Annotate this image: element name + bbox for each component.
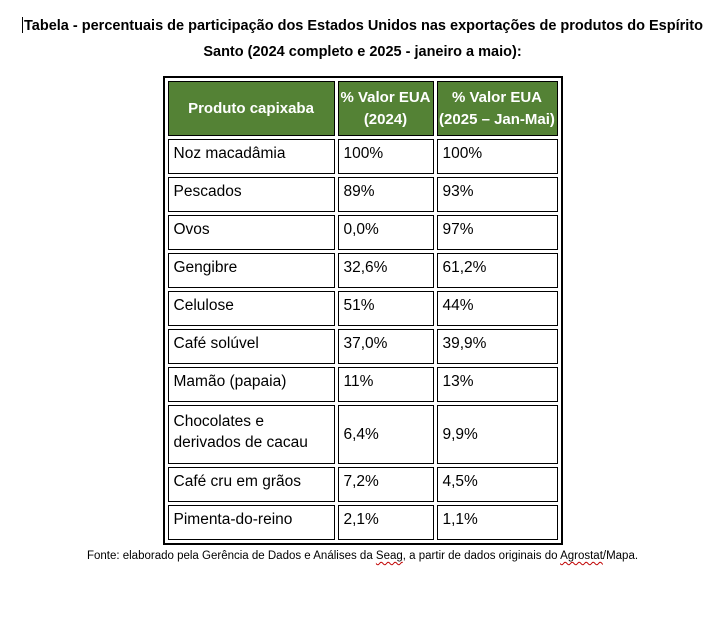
cell-valor-2025: 39,9% [436,329,558,364]
header-cell-2024: % Valor EUA (2024) [337,81,434,136]
cell-valor-2024: 7,2% [337,467,434,502]
cell-valor-2024: 0,0% [337,215,434,250]
exports-table: Produto capixaba % Valor EUA (2024) % Va… [162,76,563,545]
source-note-part1: Fonte: elaborado pela Gerência de Dados … [86,550,376,562]
cell-valor-2024: 51% [337,291,434,326]
cell-valor-2025: 44% [436,291,558,326]
table-row: Celulose 51% 44% [167,291,558,326]
cell-valor-2024: 37,0% [337,329,434,364]
header-2024-line1: % Valor EUA [340,88,431,106]
title-line1-text: Tabela - percentuais de participação dos… [24,18,703,34]
cell-produto: Pimenta-do-reino [167,505,335,540]
document-title: Tabela - percentuais de participação dos… [0,13,725,65]
cell-produto: Celulose [167,291,335,326]
cell-valor-2025: 93% [436,177,558,212]
cell-produto: Gengibre [167,253,335,288]
table-row: Noz macadâmia 100% 100% [167,139,558,174]
cell-valor-2025: 97% [436,215,558,250]
spellcheck-word-agrostat: Agrostat [560,550,603,562]
exports-table-header: Produto capixaba % Valor EUA (2024) % Va… [167,81,558,136]
cell-valor-2025: 13% [436,367,558,402]
exports-table-body: Noz macadâmia 100% 100% Pescados 89% 93%… [167,139,558,540]
cell-produto: Ovos [167,215,335,250]
cell-valor-2025: 9,9% [436,405,558,464]
document-title-line2: Santo (2024 completo e 2025 - janeiro a … [0,39,725,65]
cell-produto: Mamão (papaia) [167,367,335,402]
spellcheck-word-seag: Seag [375,550,403,562]
table-row: Chocolates e derivados de cacau 6,4% 9,9… [167,405,558,464]
text-cursor [22,17,24,33]
cell-valor-2025: 100% [436,139,558,174]
table-row: Pescados 89% 93% [167,177,558,212]
table-row: Ovos 0,0% 97% [167,215,558,250]
cell-valor-2024: 2,1% [337,505,434,540]
cell-produto: Chocolates e derivados de cacau [167,405,335,464]
document-title-line1: Tabela - percentuais de participação dos… [0,13,725,39]
table-row: Café solúvel 37,0% 39,9% [167,329,558,364]
header-2024-line2: (2024) [363,110,408,128]
header-produto-label: Produto capixaba [188,99,314,117]
header-cell-produto: Produto capixaba [167,81,335,136]
title-line2-text: Santo (2024 completo e 2025 - janeiro a … [203,44,522,60]
cell-valor-2025: 61,2% [436,253,558,288]
header-2025-line1: % Valor EUA [451,88,543,106]
source-note-part2: , a partir de dados originais do [402,550,561,562]
header-row: Produto capixaba % Valor EUA (2024) % Va… [167,81,558,136]
cell-produto: Pescados [167,177,335,212]
header-cell-2025: % Valor EUA (2025 – Jan-Mai) [436,81,558,136]
cell-valor-2024: 89% [337,177,434,212]
document-canvas[interactable]: { "title": { "line1": "Tabela - percentu… [0,13,725,622]
source-note-part3: /Mapa. [602,550,639,562]
cell-produto: Noz macadâmia [167,139,335,174]
source-note: Fonte: elaborado pela Gerência de Dados … [0,549,725,564]
cell-produto: Café solúvel [167,329,335,364]
cell-valor-2024: 32,6% [337,253,434,288]
table-row: Pimenta-do-reino 2,1% 1,1% [167,505,558,540]
cell-valor-2025: 4,5% [436,467,558,502]
table-row: Mamão (papaia) 11% 13% [167,367,558,402]
table-row: Gengibre 32,6% 61,2% [167,253,558,288]
cell-valor-2025: 1,1% [436,505,558,540]
cell-produto: Café cru em grãos [167,467,335,502]
cell-valor-2024: 11% [337,367,434,402]
cell-valor-2024: 6,4% [337,405,434,464]
header-2025-line2: (2025 – Jan-Mai) [439,110,555,128]
table-row: Café cru em grãos 7,2% 4,5% [167,467,558,502]
cell-valor-2024: 100% [337,139,434,174]
